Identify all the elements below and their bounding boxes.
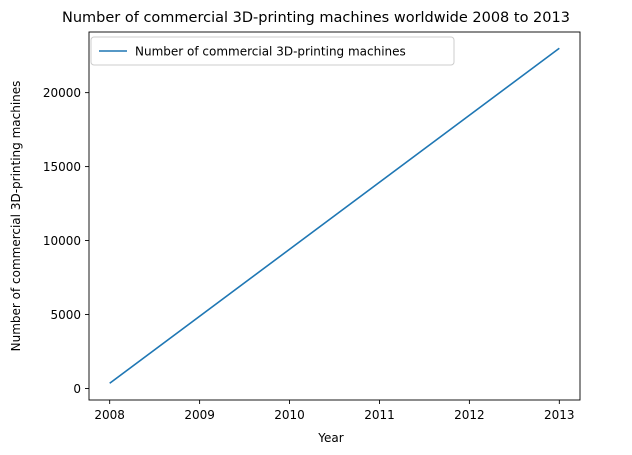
legend: Number of commercial 3D-printing machine… xyxy=(90,36,455,66)
chart-title: Number of commercial 3D-printing machine… xyxy=(62,10,570,26)
x-tick-label: 2011 xyxy=(364,408,395,422)
plot-area xyxy=(88,31,581,401)
y-tick-label: 15000 xyxy=(43,160,81,174)
legend-entry-label: Number of commercial 3D-printing machine… xyxy=(135,45,406,59)
y-tick-label: 5000 xyxy=(50,308,81,322)
series-line-0 xyxy=(109,47,560,384)
x-tick-label: 2008 xyxy=(94,408,125,422)
x-tick-label: 2009 xyxy=(184,408,215,422)
x-axis: 2008 2009 2010 2011 2012 2013 xyxy=(94,400,575,422)
x-tick-label: 2010 xyxy=(274,408,305,422)
legend-box xyxy=(90,36,455,66)
x-axis-label: Year xyxy=(317,431,343,445)
x-tick-label: 2013 xyxy=(544,408,575,422)
y-axis: 0 5000 10000 15000 20000 xyxy=(43,86,89,396)
axes-frame xyxy=(88,31,581,401)
y-axis-label: Number of commercial 3D-printing machine… xyxy=(9,81,23,352)
series-layer xyxy=(109,47,560,384)
y-tick-label: 0 xyxy=(73,382,81,396)
x-tick-label: 2012 xyxy=(454,408,485,422)
y-tick-label: 10000 xyxy=(43,234,81,248)
y-tick-label: 20000 xyxy=(43,86,81,100)
